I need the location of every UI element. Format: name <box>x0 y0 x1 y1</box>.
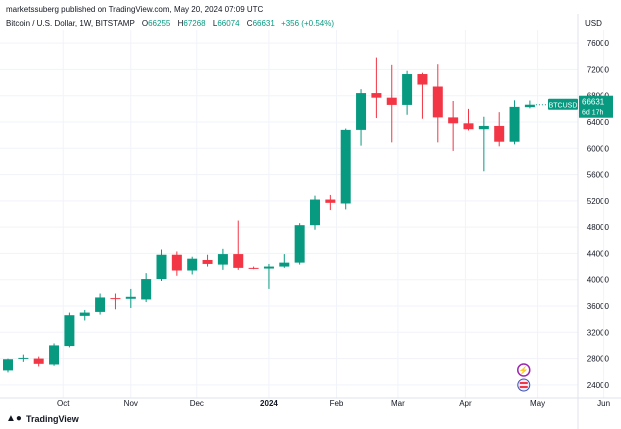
low-label: L <box>212 19 218 28</box>
candle-body[interactable] <box>49 345 60 365</box>
candle-body[interactable] <box>125 296 136 299</box>
candle-body[interactable] <box>156 254 167 280</box>
candle-body[interactable] <box>248 267 259 269</box>
candle-body[interactable] <box>402 74 413 105</box>
y-tick-label: 72000 <box>587 65 610 74</box>
candle-body[interactable] <box>263 266 274 269</box>
y-tick-label: 40000 <box>587 276 610 285</box>
price-tag-value: 66631 <box>582 98 605 107</box>
low-value: 66074 <box>217 19 240 28</box>
candle-body[interactable] <box>64 315 75 347</box>
candle-body[interactable] <box>463 123 474 130</box>
y-tick-label: 76000 <box>587 39 610 48</box>
y-tick-label: 32000 <box>587 328 610 337</box>
y-tick-label: 52000 <box>587 197 610 206</box>
y-tick-label: 56000 <box>587 171 610 180</box>
us-flag-event-icon[interactable] <box>517 378 531 392</box>
symbol-legend: Bitcoin / U.S. Dollar, 1W, BITSTAMP O662… <box>6 19 334 28</box>
x-tick-label: Dec <box>190 399 204 408</box>
candle-body[interactable] <box>141 279 152 300</box>
y-tick-label: 24000 <box>587 381 610 390</box>
candle-body[interactable] <box>494 125 505 142</box>
candle-body[interactable] <box>325 199 336 203</box>
candle-body[interactable] <box>279 262 290 267</box>
x-tick-label: Apr <box>459 399 472 408</box>
ticker-tag-text: BTCUSD <box>549 103 578 110</box>
currency-label[interactable]: USD <box>585 19 602 28</box>
candle-body[interactable] <box>95 297 106 312</box>
candle-body[interactable] <box>340 129 351 204</box>
us-flag-stripe <box>519 386 528 388</box>
tradingview-logo-icon: ▲● <box>6 413 22 424</box>
symbol-title: Bitcoin / U.S. Dollar, 1W, BITSTAMP <box>6 19 135 28</box>
x-tick-label: Mar <box>391 399 405 408</box>
candle-body[interactable] <box>524 104 535 108</box>
lightning-event-icon[interactable] <box>517 363 531 377</box>
candle-body[interactable] <box>509 106 520 142</box>
candle-body[interactable] <box>310 199 320 226</box>
candle-body[interactable] <box>371 93 382 98</box>
brand-name: TradingView <box>25 413 79 424</box>
candle-body[interactable] <box>3 359 13 371</box>
y-tick-label: 28000 <box>587 355 610 364</box>
close-value: 66631 <box>252 19 275 28</box>
candle-body[interactable] <box>171 254 182 271</box>
candle-body[interactable] <box>202 260 213 264</box>
open-value: 66255 <box>148 19 171 28</box>
x-tick-label: May <box>530 399 545 408</box>
candle-body[interactable] <box>18 357 29 359</box>
candle-body[interactable] <box>233 254 244 268</box>
y-tick-label: 48000 <box>587 223 610 232</box>
candle-body[interactable] <box>448 117 459 124</box>
change-value: +356 (+0.54%) <box>281 19 334 28</box>
candle-body[interactable] <box>356 93 367 130</box>
close-label: C <box>246 19 253 28</box>
candle-body[interactable] <box>187 258 198 271</box>
candle-body[interactable] <box>294 225 305 263</box>
x-tick-label: Feb <box>330 399 344 408</box>
lightning-glyph: ⚡ <box>519 365 529 375</box>
y-tick-label: 60000 <box>587 144 610 153</box>
x-tick-label: Nov <box>124 399 138 408</box>
x-tick-label: Oct <box>57 399 70 408</box>
open-label: O <box>141 19 149 28</box>
candle-body[interactable] <box>79 312 90 316</box>
ticker-tag <box>548 98 578 110</box>
candle-body[interactable] <box>432 86 443 118</box>
candle-body[interactable] <box>110 298 121 300</box>
price-tag-countdown: 6d 17h <box>582 110 604 117</box>
candle-body[interactable] <box>478 125 489 130</box>
x-tick-label: 2024 <box>260 399 278 408</box>
y-tick-label: 44000 <box>587 249 610 258</box>
us-flag-stripe <box>519 382 528 384</box>
high-value: 67268 <box>183 19 206 28</box>
high-label: H <box>177 19 184 28</box>
tradingview-logo[interactable]: ▲● TradingView <box>6 413 79 424</box>
candle-body[interactable] <box>217 254 228 265</box>
price-tag <box>579 95 613 118</box>
candle-body[interactable] <box>33 358 44 364</box>
y-tick-label: 64000 <box>587 118 610 127</box>
candle-body[interactable] <box>417 74 428 85</box>
candle-body[interactable] <box>386 97 397 105</box>
x-tick-label: Jun <box>597 399 610 408</box>
publisher-line: marketssuberg published on TradingView.c… <box>6 5 264 14</box>
y-tick-label: 36000 <box>587 302 610 311</box>
